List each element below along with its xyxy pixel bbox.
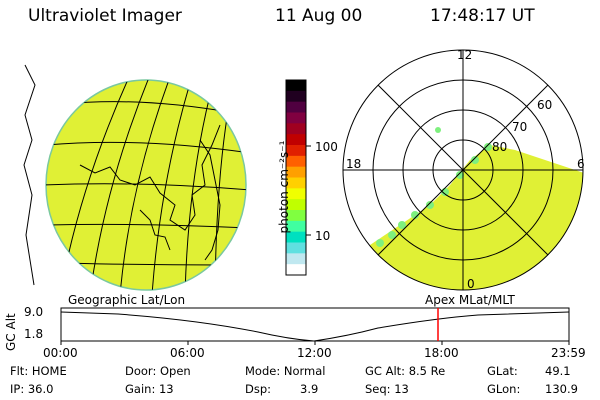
status-door: Door: Open xyxy=(125,364,191,378)
status-ip: IP: 36.0 xyxy=(10,382,54,396)
colorbar-band xyxy=(286,166,306,178)
status-glat-label: GLat: xyxy=(487,364,518,378)
mlt-label-18: 18 xyxy=(346,157,362,171)
colorbar-band xyxy=(286,90,306,103)
status-glat-value: 49.1 xyxy=(545,364,571,378)
colorbar-band xyxy=(286,210,306,222)
mlt-label-6: 6 xyxy=(577,157,585,171)
colorbar-unit-label: photon cm⁻²s⁻¹ xyxy=(277,140,291,234)
colorbar-band xyxy=(286,220,306,233)
altitude-curve xyxy=(60,311,570,342)
xtick-1800: 18:00 xyxy=(424,346,459,360)
colorbar-gradient xyxy=(286,80,306,276)
colorbar-band xyxy=(286,199,306,211)
status-dsp-label: Dsp: xyxy=(245,382,272,396)
xtick-0000: 00:00 xyxy=(43,346,78,360)
colorbar-band xyxy=(286,101,306,113)
status-gain: Gain: 13 xyxy=(125,382,174,396)
colorbar xyxy=(285,79,311,276)
mlt-label-12: 12 xyxy=(457,48,473,62)
status-dsp-value: 3.9 xyxy=(300,382,319,396)
colorbar-band xyxy=(286,264,306,276)
colorbar-band xyxy=(286,253,306,265)
polar-map xyxy=(342,49,584,291)
status-seq: Seq: 13 xyxy=(365,382,409,396)
colorbar-band xyxy=(286,80,306,92)
geographic-label: Geographic Lat/Lon xyxy=(68,293,186,307)
status-glon-label: GLon: xyxy=(487,382,521,396)
lat-label-70: 70 xyxy=(512,120,528,134)
lat-label-80: 80 xyxy=(492,140,508,154)
altitude-ylabel: GC Alt xyxy=(4,313,18,351)
colorbar-band xyxy=(286,188,306,200)
xtick-2359: 23:59 xyxy=(551,346,586,360)
time: 17:48:17 UT xyxy=(430,6,535,26)
colorbar-band xyxy=(286,112,306,124)
colorbar-band xyxy=(286,242,306,254)
colorbar-tick-10: 10 xyxy=(315,229,331,243)
altitude-plot xyxy=(60,307,570,345)
status-gc-alt: GC Alt: 8.5 Re xyxy=(365,364,446,378)
title: Ultraviolet Imager xyxy=(28,6,182,26)
colorbar-band xyxy=(286,145,306,157)
altitude-ytick-9: 9.0 xyxy=(24,305,44,319)
date: 11 Aug 00 xyxy=(275,6,363,26)
status-flt: Flt: HOME xyxy=(10,364,67,378)
status-mode: Mode: Normal xyxy=(245,364,326,378)
altitude-ytick-1.8: 1.8 xyxy=(24,327,44,341)
colorbar-band xyxy=(286,123,306,135)
colorbar-tick-100: 100 xyxy=(315,140,338,154)
colorbar-band xyxy=(286,134,306,146)
mlt-label-0: 0 xyxy=(467,277,475,291)
colorbar-band xyxy=(286,177,306,189)
colorbar-band xyxy=(286,231,306,243)
xtick-0600: 06:00 xyxy=(170,346,205,360)
aurora-fill xyxy=(343,145,583,290)
geographic-map xyxy=(23,64,247,291)
status-glon-value: 130.9 xyxy=(545,382,578,396)
apex-label: Apex MLat/MLT xyxy=(425,293,515,307)
colorbar-band xyxy=(286,155,306,168)
lat-label-60: 60 xyxy=(537,98,553,112)
xtick-1200: 12:00 xyxy=(297,346,332,360)
